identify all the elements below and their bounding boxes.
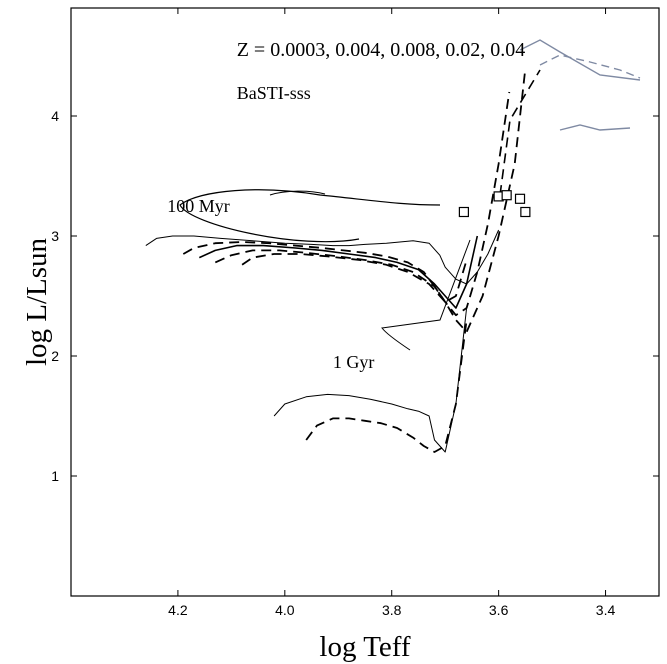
- x-tick-label: 3.6: [489, 602, 509, 618]
- y-tick-label: 3: [51, 228, 59, 244]
- post-agb-feature: [381, 239, 471, 351]
- x-tick-label: 3.4: [596, 602, 616, 618]
- isochrone-line-1: [145, 229, 500, 285]
- x-axis-title: log Teff: [319, 631, 410, 663]
- isochrone-line-5: [241, 67, 527, 333]
- annotation-label: Z = 0.0003, 0.004, 0.008, 0.02, 0.04: [237, 39, 526, 61]
- x-tick-label: 4.0: [275, 602, 295, 618]
- isochrone-line-3: [198, 235, 479, 309]
- rgb-tip-marker: [501, 190, 512, 201]
- blue-loop-feature-small: [269, 190, 326, 196]
- y-tick-label: 2: [51, 348, 59, 364]
- y-tick-label: 1: [51, 468, 59, 484]
- isochrone-line-2: [182, 241, 468, 303]
- rgb-tip-marker: [458, 206, 469, 218]
- annotation-label: BaSTI-sss: [237, 83, 311, 103]
- supergiant-track-gray-2: [539, 54, 641, 79]
- x-tick-label: 3.8: [382, 602, 402, 618]
- annotation-label: 100 Myr: [167, 196, 230, 216]
- rgb-tip-marker: [520, 206, 531, 218]
- upper-tracks: [499, 69, 541, 196]
- isochrone-line-7: [305, 319, 468, 453]
- y-axis-title: log L/Lsun: [21, 237, 53, 366]
- supergiant-track-gray-3: [559, 124, 631, 131]
- plot-frame: [70, 7, 660, 597]
- rgb-tip-marker: [514, 193, 526, 204]
- y-tick-label: 4: [51, 108, 59, 124]
- supergiant-track-gray: [519, 39, 641, 81]
- blue-loop-feature: [179, 189, 441, 243]
- isochrone-line-4: [214, 91, 511, 317]
- isochrone-line-6: [273, 307, 468, 453]
- annotation-label: 1 Gyr: [333, 352, 375, 372]
- x-tick-label: 4.2: [168, 602, 188, 618]
- plot-area: [145, 39, 641, 453]
